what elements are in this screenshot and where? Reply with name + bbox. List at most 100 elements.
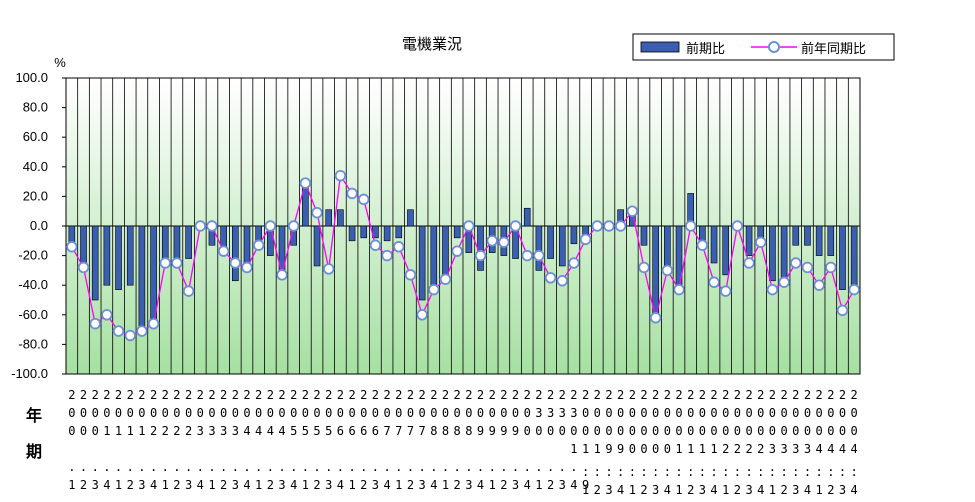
line-point (708, 276, 720, 288)
legend-line-label: 前年同期比 (801, 41, 866, 57)
line-point (439, 273, 452, 285)
x-tick-char: 0 (745, 406, 752, 420)
x-tick-char: 2 (512, 388, 519, 402)
x-tick-char: 0 (792, 406, 799, 420)
line-point (451, 245, 463, 257)
x-tick-char: 2 (290, 388, 297, 402)
x-tick-char: 0 (419, 406, 426, 420)
x-tick-char: 2 (477, 388, 484, 402)
y-tick-label: -100.0 (11, 366, 48, 381)
x-tick-char: 2 (68, 388, 75, 402)
x-tick-char: 2 (337, 388, 344, 402)
x-tick-char: 1 (302, 478, 309, 492)
x-tick-char: 2 (465, 388, 472, 402)
x-tick-char: 0 (454, 406, 461, 420)
x-tick-char: . (582, 465, 589, 479)
x-tick-char: 8 (454, 424, 461, 438)
x-tick-char: 0 (162, 406, 169, 420)
x-tick-char: 2 (851, 388, 858, 402)
line-point (101, 309, 113, 321)
x-tick-char: . (629, 465, 636, 479)
x-tick-char: . (675, 460, 682, 474)
line-point (544, 272, 557, 284)
x-tick-char: . (652, 465, 659, 479)
x-tick-char: 2 (173, 388, 180, 402)
x-tick-char: . (500, 460, 507, 474)
x-tick-char: 2 (150, 424, 157, 438)
x-tick-char: 9 (477, 424, 484, 438)
x-tick-char: . (687, 465, 694, 479)
x-tick-char: 4 (337, 478, 344, 492)
x-tick-char: . (150, 460, 157, 474)
line-point (521, 249, 533, 262)
x-tick-char: 2 (804, 388, 811, 402)
x-tick-char: 0 (243, 406, 250, 420)
x-tick-char: 3 (278, 478, 285, 492)
x-tick-char: 9 (617, 442, 624, 456)
x-tick-char: . (208, 460, 215, 474)
x-tick-char: 1 (115, 478, 122, 492)
line-point (556, 275, 568, 287)
line-point (474, 249, 487, 262)
line-point (229, 257, 242, 269)
x-tick-char: . (383, 460, 390, 474)
x-tick-char: . (827, 465, 834, 479)
bar (325, 209, 333, 227)
x-tick-char: . (605, 460, 612, 474)
x-tick-char: . (489, 460, 496, 474)
x-tick-char: 4 (851, 483, 858, 497)
x-tick-char: 3 (535, 406, 542, 420)
x-tick-char: 2 (675, 388, 682, 402)
x-tick-char: 2 (348, 388, 355, 402)
x-tick-char: . (757, 465, 764, 479)
bar (337, 209, 344, 227)
x-tick-char: 2 (138, 388, 145, 402)
x-tick-char: 1 (442, 478, 449, 492)
x-tick-char: 0 (664, 442, 671, 456)
x-tick-char: . (780, 465, 787, 479)
bar (804, 225, 811, 246)
line-point (696, 239, 709, 251)
x-tick-char: 4 (290, 478, 297, 492)
x-tick-char: . (535, 460, 542, 474)
x-tick-char: 2 (103, 388, 110, 402)
x-tick-char: . (780, 460, 787, 474)
x-tick-char: 0 (827, 406, 834, 420)
bar (115, 225, 122, 290)
x-tick-char: 8 (430, 424, 437, 438)
x-tick-char: 2 (582, 388, 589, 402)
x-tick-char: 2 (92, 388, 99, 402)
x-tick-char: 2 (127, 388, 134, 402)
x-tick-char: 0 (769, 406, 776, 420)
x-tick-char: 0 (594, 424, 601, 438)
x-tick-char: 0 (500, 406, 507, 420)
x-tick-char: 3 (232, 424, 239, 438)
x-tick-char: . (454, 460, 461, 474)
x-tick-char: 0 (383, 406, 390, 420)
x-tick-char: 0 (267, 406, 274, 420)
y-tick-label: 0.0 (30, 218, 48, 233)
line-point (836, 304, 849, 317)
x-tick-char: . (804, 460, 811, 474)
x-tick-char: . (138, 460, 145, 474)
x-tick-char: 2 (734, 483, 741, 497)
x-tick-char: 2 (570, 388, 577, 402)
line-point (428, 283, 440, 296)
bar (640, 225, 648, 246)
x-tick-char: 1 (535, 478, 542, 492)
x-tick-char: 1 (769, 483, 776, 497)
x-tick-char: 4 (150, 478, 157, 492)
x-tick-char: . (348, 460, 355, 474)
x-tick-char: 0 (652, 424, 659, 438)
x-tick-char: 2 (313, 478, 320, 492)
x-tick-char: . (839, 460, 846, 474)
x-tick-char: 1 (710, 442, 717, 456)
legend-line-marker (768, 41, 780, 53)
bar (126, 225, 134, 286)
x-tick-char: 0 (582, 424, 589, 438)
x-tick-char: 2 (722, 442, 729, 456)
x-tick-char: 2 (255, 388, 262, 402)
x-tick-char: 0 (629, 442, 636, 456)
line-point (509, 220, 522, 232)
